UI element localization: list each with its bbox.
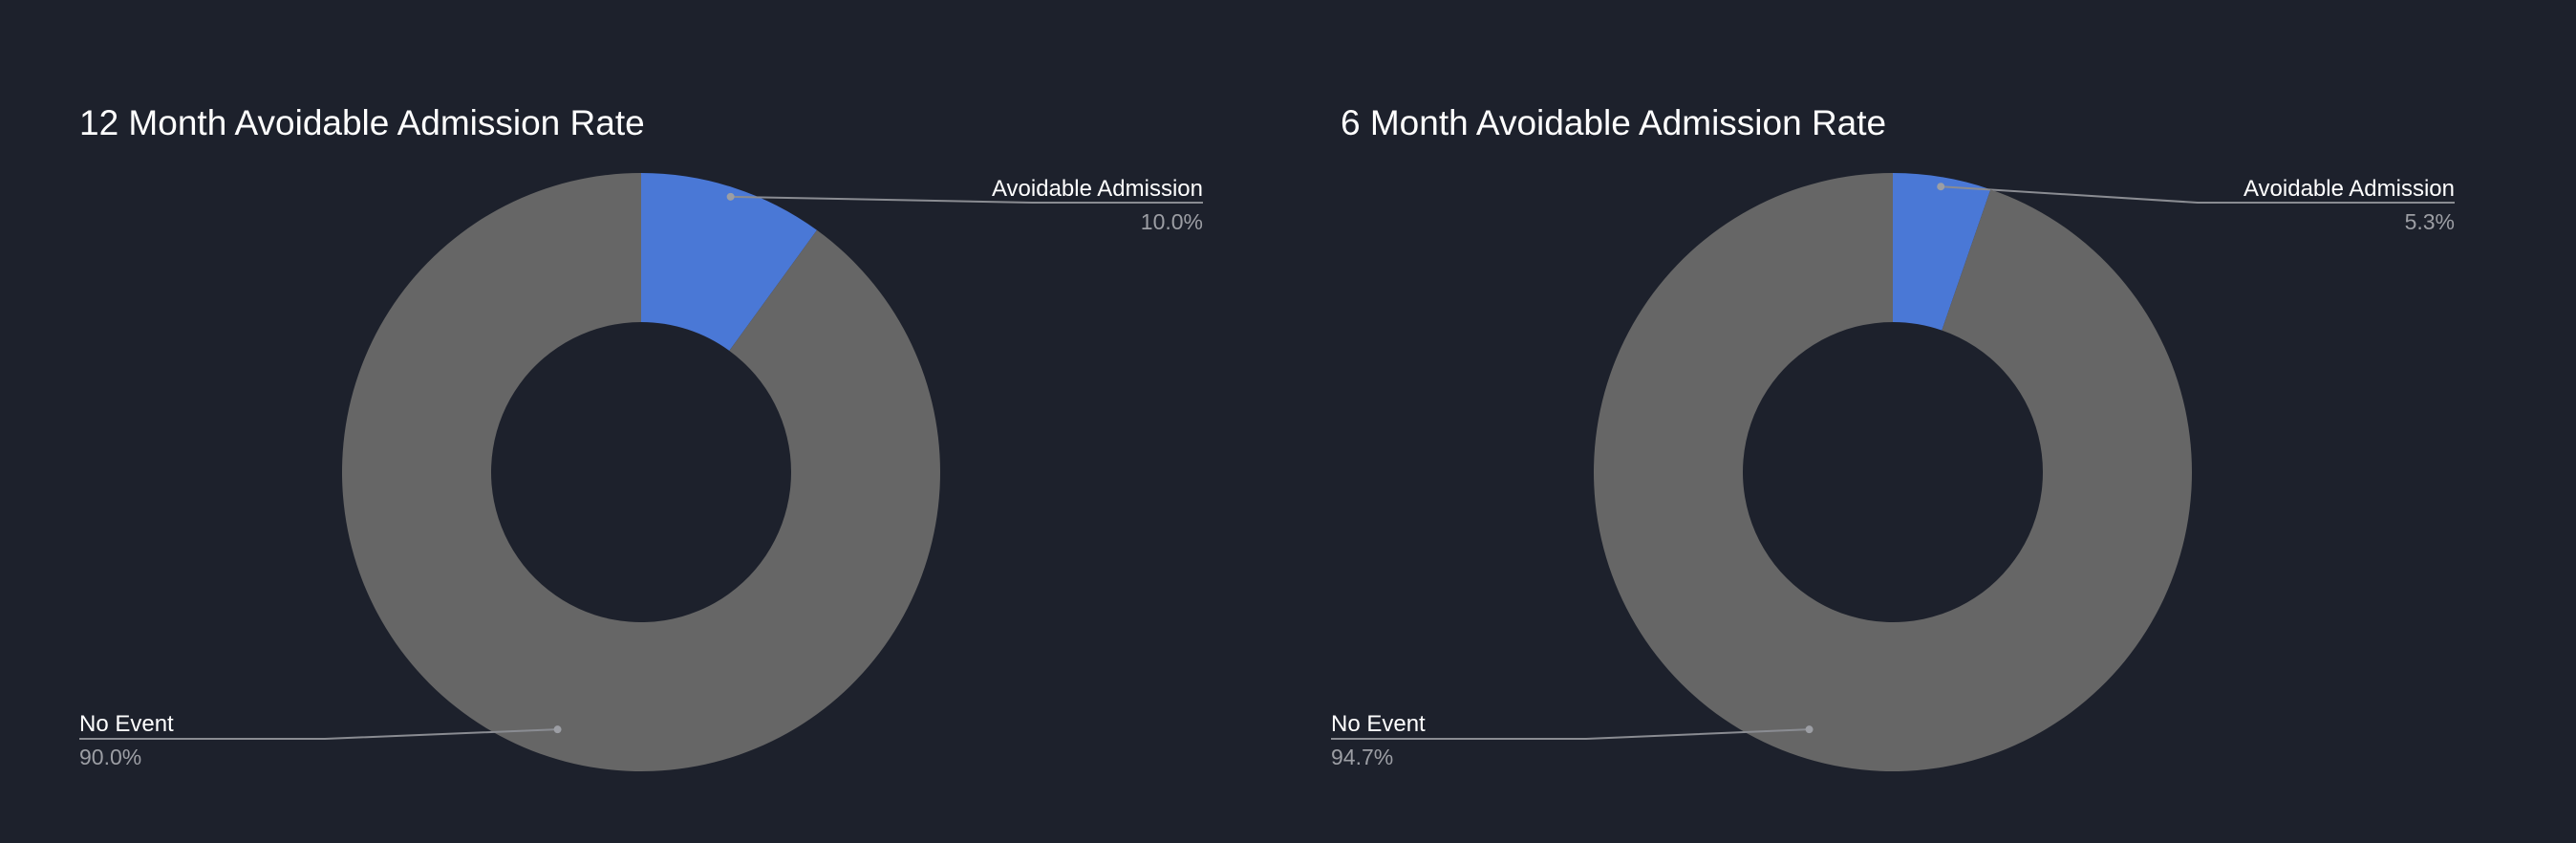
slice-value-no-event: 94.7%: [1331, 745, 1393, 769]
leader-dot-no-event: [1805, 725, 1814, 734]
leader-dot-avoidable-admission: [1937, 183, 1945, 191]
slice-no-event[interactable]: [1594, 173, 2192, 771]
slice-value-avoidable-admission: 10.0%: [1141, 209, 1203, 234]
slice-value-no-event: 90.0%: [79, 745, 141, 769]
slice-label-avoidable-admission: Avoidable Admission: [992, 176, 1203, 202]
leader-line-no-event: [1331, 728, 1810, 740]
slice-avoidable-admission[interactable]: [641, 173, 817, 351]
leader-dot-avoidable-admission: [726, 192, 735, 201]
slice-avoidable-admission[interactable]: [1893, 173, 1991, 331]
slice-label-no-event: No Event: [79, 711, 174, 737]
leader-dot-no-event: [553, 725, 562, 734]
chart-title-6-month: 6 Month Avoidable Admission Rate: [1341, 103, 1887, 142]
slice-no-event[interactable]: [341, 173, 940, 771]
slice-label-avoidable-admission: Avoidable Admission: [2243, 176, 2455, 202]
slice-value-avoidable-admission: 5.3%: [2405, 209, 2455, 234]
leader-line-no-event: [79, 728, 558, 740]
slice-label-no-event: No Event: [1331, 711, 1426, 737]
leader-line-avoidable-admission: [1941, 185, 2455, 204]
leader-line-avoidable-admission: [730, 195, 1203, 204]
chart-title-12-month: 12 Month Avoidable Admission Rate: [79, 103, 645, 142]
